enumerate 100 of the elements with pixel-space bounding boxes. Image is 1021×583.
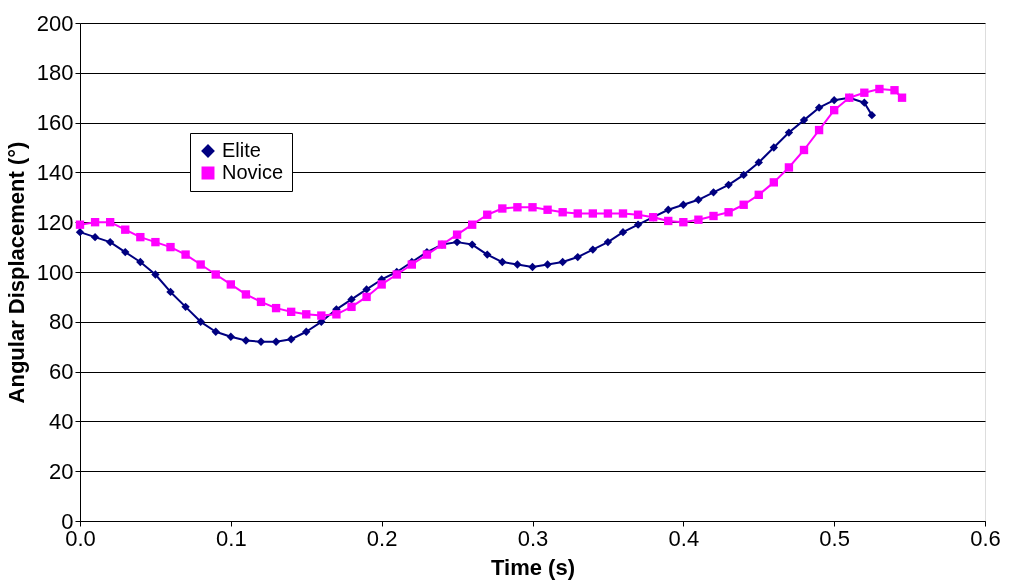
point (618, 227, 628, 237)
point (347, 302, 356, 312)
point (679, 200, 688, 209)
y-tick-label: 160 (36, 110, 74, 136)
point (724, 180, 733, 190)
y-tick-label: 60 (49, 359, 74, 385)
point (694, 215, 703, 224)
point (332, 310, 341, 319)
point (890, 86, 899, 95)
point (483, 210, 492, 219)
y-tick-label: 80 (49, 309, 74, 335)
point (271, 337, 281, 346)
point (498, 257, 507, 267)
point (362, 285, 371, 294)
point (769, 143, 779, 152)
x-tick-label: 0.5 (819, 525, 850, 551)
point (121, 247, 130, 257)
y-axis-title: Angular Displacement (°) (3, 141, 29, 404)
y-tick-label: 180 (36, 60, 74, 86)
point (302, 327, 311, 336)
point (709, 188, 718, 197)
point (166, 287, 175, 297)
point (829, 96, 839, 105)
point (377, 280, 386, 289)
point (528, 203, 537, 212)
point (799, 115, 809, 125)
point (784, 128, 794, 137)
point (860, 88, 869, 97)
legend-label: Elite (222, 139, 261, 161)
point (181, 302, 190, 312)
point (286, 335, 296, 344)
x-axis-title: Time (s) (491, 554, 575, 580)
point (347, 295, 356, 304)
x-tick-label: 0.6 (970, 525, 1001, 551)
point (633, 210, 643, 219)
point (302, 310, 311, 319)
x-tick-label: 0.2 (366, 525, 398, 551)
x-tick-label: 0.3 (517, 525, 549, 551)
point (317, 311, 326, 320)
point (573, 252, 582, 262)
x-tick-label: 0.4 (668, 525, 700, 551)
point (754, 190, 763, 199)
point (121, 225, 130, 234)
y-tick-label: 140 (36, 159, 74, 185)
point (724, 208, 733, 217)
point (226, 332, 236, 341)
point (241, 290, 251, 299)
point (633, 220, 643, 229)
point (452, 237, 462, 247)
point (694, 195, 703, 204)
point (618, 209, 628, 218)
point (603, 209, 613, 218)
point (90, 218, 100, 227)
point (467, 220, 477, 229)
point (286, 307, 296, 317)
point (588, 245, 598, 254)
point (271, 303, 281, 313)
y-tick-label: 200 (36, 10, 74, 36)
point (784, 163, 794, 172)
point (754, 158, 763, 167)
point (211, 327, 220, 336)
point (151, 270, 160, 279)
point (181, 250, 190, 259)
point (256, 337, 266, 346)
y-tick-label: 100 (36, 259, 74, 285)
point (543, 260, 552, 269)
point (75, 220, 85, 229)
point (588, 209, 598, 218)
point (452, 230, 462, 239)
point (498, 204, 507, 213)
point (875, 84, 884, 94)
point (136, 232, 145, 242)
point (467, 240, 477, 249)
point (105, 218, 115, 227)
point (739, 170, 748, 180)
point (814, 103, 824, 112)
point (709, 211, 718, 221)
x-tick-label: 0.1 (216, 525, 247, 551)
point (196, 260, 205, 269)
point (829, 105, 839, 115)
point (860, 98, 869, 107)
point (483, 250, 492, 259)
point (211, 270, 220, 279)
point (814, 125, 824, 135)
point (799, 145, 809, 155)
point (739, 200, 748, 209)
point (256, 297, 266, 307)
point (136, 257, 145, 267)
point (75, 227, 85, 237)
point (241, 336, 251, 345)
point (679, 218, 688, 227)
point (528, 262, 537, 272)
point (867, 110, 877, 120)
point (362, 292, 371, 302)
point (151, 237, 160, 247)
y-tick-label: 20 (49, 458, 74, 484)
point (897, 93, 907, 102)
point (543, 205, 552, 214)
point (664, 205, 673, 214)
y-tick-label: 120 (36, 209, 74, 235)
